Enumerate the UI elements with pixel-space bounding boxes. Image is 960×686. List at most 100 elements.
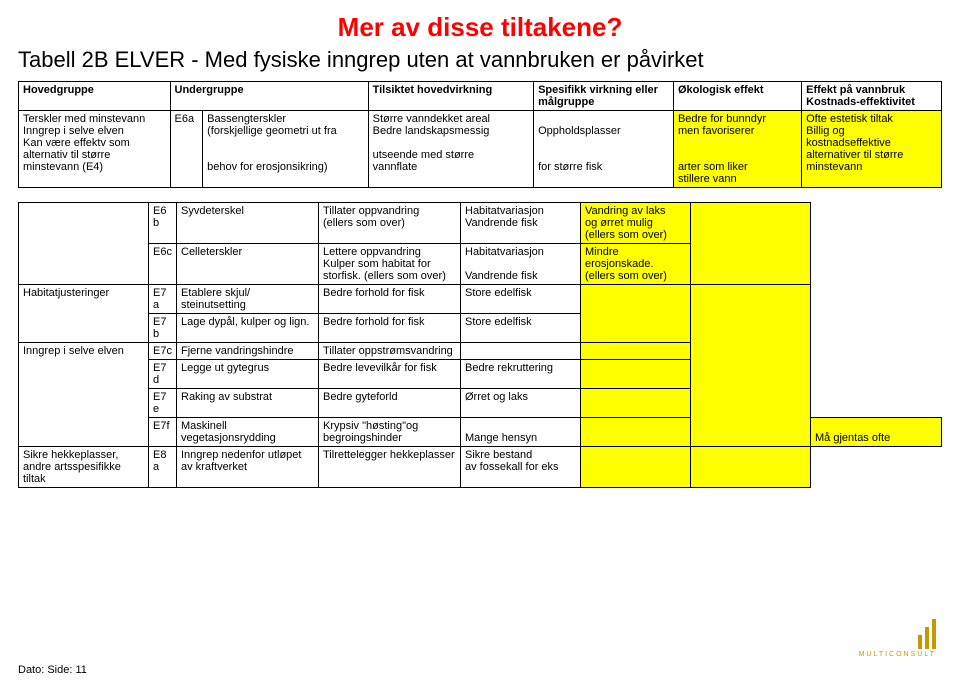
txt: Kan være effektv som (23, 137, 130, 149)
cell-code: E6c (149, 244, 177, 285)
txt: Vandring av laks (585, 205, 666, 217)
cell-code: E7d (149, 360, 177, 389)
txt: alternativer til større (806, 149, 903, 161)
footer-text: Dato: Side: 11 (18, 664, 87, 676)
cell-spes: Ørret og laks (461, 389, 581, 418)
cell-spes: Sikre bestand av fossekall for eks (461, 447, 581, 488)
txt: (forskjellige geometri ut fra (207, 125, 337, 137)
cell-code: E7a (149, 285, 177, 314)
cell-eco (581, 418, 691, 447)
cell-eco (581, 285, 691, 343)
page-subtitle: Tabell 2B ELVER - Med fysiske inngrep ut… (18, 47, 942, 73)
cell-spes: Habitatvariasjon Vandrende fisk (461, 244, 581, 285)
txt: Sikre hekkeplasser, (23, 449, 118, 461)
cell-cost (691, 447, 811, 488)
txt: Bedre for bunndyr (678, 113, 766, 125)
th-hovedgruppe: Hovedgruppe (19, 82, 171, 111)
table-row: Sikre hekkeplasser, andre artsspesifikke… (19, 447, 942, 488)
txt: (ellers som over) (585, 270, 667, 282)
txt: utseende med større (373, 149, 475, 161)
cell-main: Terskler med minstevann Inngrep i selve … (19, 111, 171, 188)
txt: Billig og (806, 125, 845, 137)
txt: Større vanndekket areal (373, 113, 490, 125)
cell-eff: Bedre forhold for fisk (319, 314, 461, 343)
th-tilsiktet: Tilsiktet hovedvirkning (368, 82, 533, 111)
txt: arter som liker (678, 161, 748, 173)
th-spesifikk: Spesifikk virkning eller målgruppe (534, 82, 674, 111)
cell-sub: Legge ut gytegrus (177, 360, 319, 389)
txt: av kraftverket (181, 461, 247, 473)
txt: Krypsiv "høsting"og (323, 420, 418, 432)
logo-bars-icon (918, 619, 936, 649)
cell-spes: Habitatvariasjon Vandrende fisk (461, 203, 581, 244)
cell-eff: Større vanndekket areal Bedre landskapsm… (368, 111, 533, 188)
cell-code: E6a (170, 111, 203, 188)
txt: Mange hensyn (465, 432, 537, 444)
cell-sub: Celleterskler (177, 244, 319, 285)
cell-eff: Bedre levevilkår for fisk (319, 360, 461, 389)
txt: vegetasjonsrydding (181, 432, 276, 444)
main-table: Hovedgruppe Undergruppe Tilsiktet hovedv… (18, 81, 942, 188)
txt: erosjonskade. (585, 258, 654, 270)
cell-eco (581, 389, 691, 418)
cell-sub: Raking av substrat (177, 389, 319, 418)
cell-sub: Etablere skjul/ steinutsetting (177, 285, 319, 314)
txt: Oppholdsplasser (538, 125, 621, 137)
txt: Ofte estetisk tiltak (806, 113, 893, 125)
cell-eco: Mindre erosjonskade. (ellers som over) (581, 244, 691, 285)
txt: behov for erosjonsikring) (207, 161, 327, 173)
txt: Vandrende fisk (465, 270, 538, 282)
txt: Vandrende fisk (465, 217, 538, 229)
txt: for større fisk (538, 161, 602, 173)
cell-eff: Tilrettelegger hekkeplasser (319, 447, 461, 488)
cell-eff: Tillater oppvandring (ellers som over) (319, 203, 461, 244)
cell-spes: Store edelfisk (461, 285, 581, 314)
cell-eco: Bedre for bunndyr men favoriserer arter … (673, 111, 801, 188)
txt: Habitatvariasjon (465, 246, 544, 258)
cell-spes: Oppholdsplasser for større fisk (534, 111, 674, 188)
txt: (ellers som over) (585, 229, 667, 241)
txt: Inngrep nedenfor utløpet (181, 449, 301, 461)
cell-eco (581, 360, 691, 389)
txt: Tillater oppvandring (323, 205, 419, 217)
txt: Terskler med minstevann (23, 113, 145, 125)
txt: kostnadseffektive (806, 137, 891, 149)
th-okologisk: Økologisk effekt (673, 82, 801, 111)
txt: men favoriserer (678, 125, 754, 137)
cell-code: E7e (149, 389, 177, 418)
txt: vannflate (373, 161, 418, 173)
cell-sub: Inngrep nedenfor utløpet av kraftverket (177, 447, 319, 488)
txt: av fossekall for eks (465, 461, 559, 473)
cell-eco: Vandring av laks og ørret mulig (ellers … (581, 203, 691, 244)
cell-sub: Bassengterskler (forskjellige geometri u… (203, 111, 368, 188)
txt: storfisk. (ellers som over) (323, 270, 446, 282)
txt: alternativ til større (23, 149, 110, 161)
cell-cost (691, 203, 811, 285)
txt: andre artsspesifikke tiltak (23, 461, 121, 485)
cell-spes: Bedre rekruttering (461, 360, 581, 389)
cell-code: E7c (149, 343, 177, 360)
txt: begroingshinder (323, 432, 402, 444)
cell-eff: Krypsiv "høsting"og begroingshinder (319, 418, 461, 447)
txt: Inngrep i selve elven (23, 125, 124, 137)
txt: og ørret mulig (585, 217, 653, 229)
cell-cost: Ofte estetisk tiltak Billig og kostnadse… (802, 111, 942, 188)
txt: Bedre landskapsmessig (373, 125, 490, 137)
cell-main: Habitatjusteringer (19, 285, 149, 343)
cell-eff: Tillater oppstrømsvandring (319, 343, 461, 360)
logo: MULTICONSULT (859, 619, 936, 658)
cell-spes: Mange hensyn (461, 418, 581, 447)
cell-sub: Fjerne vandringshindre (177, 343, 319, 360)
cell-code: E8a (149, 447, 177, 488)
table-row: Habitatjusteringer E7a Etablere skjul/ s… (19, 285, 942, 314)
txt: Sikre bestand (465, 449, 532, 461)
cell-eff: Bedre gyteforld (319, 389, 461, 418)
logo-text: MULTICONSULT (859, 651, 936, 658)
cell-eff: Lettere oppvandring Kulper som habitat f… (319, 244, 461, 285)
page-title: Mer av disse tiltakene? (18, 12, 942, 43)
cell-eco (581, 447, 691, 488)
txt: stillere vann (678, 173, 737, 185)
cell-sub: Lage dypål, kulper og lign. (177, 314, 319, 343)
txt: Mindre (585, 246, 619, 258)
txt: Bassengterskler (207, 113, 286, 125)
